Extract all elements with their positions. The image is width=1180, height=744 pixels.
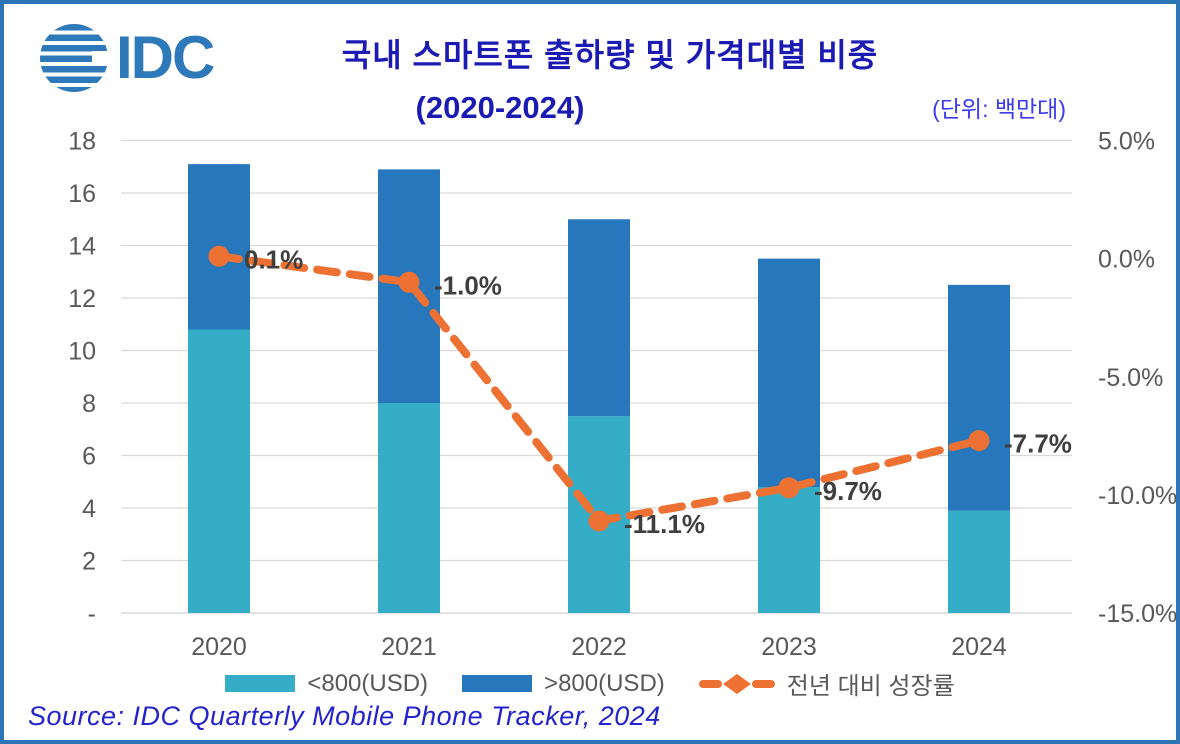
legend-label-growth: 전년 대비 성장률 [786,673,955,700]
legend: <800(USD) >800(USD) 전년 대비 성장률 [4,666,1176,701]
legend-swatch-under800 [225,675,296,692]
left-axis-tick-label: - [88,600,96,628]
chart-title-years: (2020-2024) [415,90,585,125]
bar-segment-under800-2021 [378,403,440,613]
growth-data-label-2022: -11.1% [624,509,705,539]
unit-label: (단위: 백만대) [932,96,1066,122]
bar-segment-over800-2024 [948,284,1010,511]
growth-marker-2021 [398,271,420,293]
left-axis-tick-label: 6 [82,443,96,471]
chart-plot: 18161412108642-5.0%0.0%-5.0%-10.0%-15.0%… [68,128,1177,662]
bar-segment-under800-2024 [948,510,1010,613]
x-axis-year-label: 2024 [951,633,1007,661]
growth-data-label-2021: -1.0% [434,270,502,300]
legend-item-growth: 전년 대비 성장률 [698,666,955,701]
right-axis-tick-label: 5.0% [1098,128,1155,156]
idc-logo: IDC [40,24,215,92]
x-axis-year-label: 2023 [761,633,817,661]
x-axis-year-label: 2020 [191,633,247,661]
x-axis-year-label: 2021 [381,633,437,661]
left-axis-tick-label: 10 [68,338,96,366]
right-axis-tick-label: -10.0% [1098,482,1177,510]
growth-data-label-2023: -9.7% [814,476,882,506]
growth-data-label-2020: 0.1% [244,244,303,274]
legend-label-over800: >800(USD) [544,669,665,697]
left-axis-tick-label: 16 [68,180,96,208]
legend-item-over800: >800(USD) [462,670,665,698]
growth-marker-2020 [208,245,230,267]
growth-marker-2022 [588,510,610,532]
left-axis-tick-label: 2 [82,548,96,576]
growth-data-label-2024: -7.7% [1004,429,1072,459]
left-axis-tick-label: 18 [68,128,96,156]
left-axis-tick-label: 4 [82,495,96,523]
growth-marker-2023 [778,477,800,499]
legend-growth-dashed-line-icon [698,673,775,694]
left-axis-tick-label: 14 [68,233,96,261]
idc-logo-text: IDC [116,24,215,91]
bar-segment-under800-2020 [188,329,250,613]
legend-swatch-over800 [462,675,533,692]
bar-segment-over800-2022 [568,219,630,417]
growth-marker-2024 [968,430,990,452]
bar-segment-over800-2023 [758,258,820,487]
chart-title: 국내 스마트폰 출하량 및 가격대별 비중 [341,37,879,73]
bar-segment-under800-2023 [758,487,820,613]
left-axis-tick-label: 8 [82,390,96,418]
right-axis-tick-label: 0.0% [1098,246,1155,274]
x-axis-year-label: 2022 [571,633,627,661]
right-axis-tick-label: -5.0% [1098,364,1163,392]
right-axis-tick-label: -15.0% [1098,600,1177,628]
left-axis-tick-label: 12 [68,285,96,313]
legend-item-under800: <800(USD) [225,670,428,698]
legend-label-under800: <800(USD) [307,669,429,697]
idc-globe-icon [40,24,110,92]
source-note: Source: IDC Quarterly Mobile Phone Track… [28,701,661,731]
